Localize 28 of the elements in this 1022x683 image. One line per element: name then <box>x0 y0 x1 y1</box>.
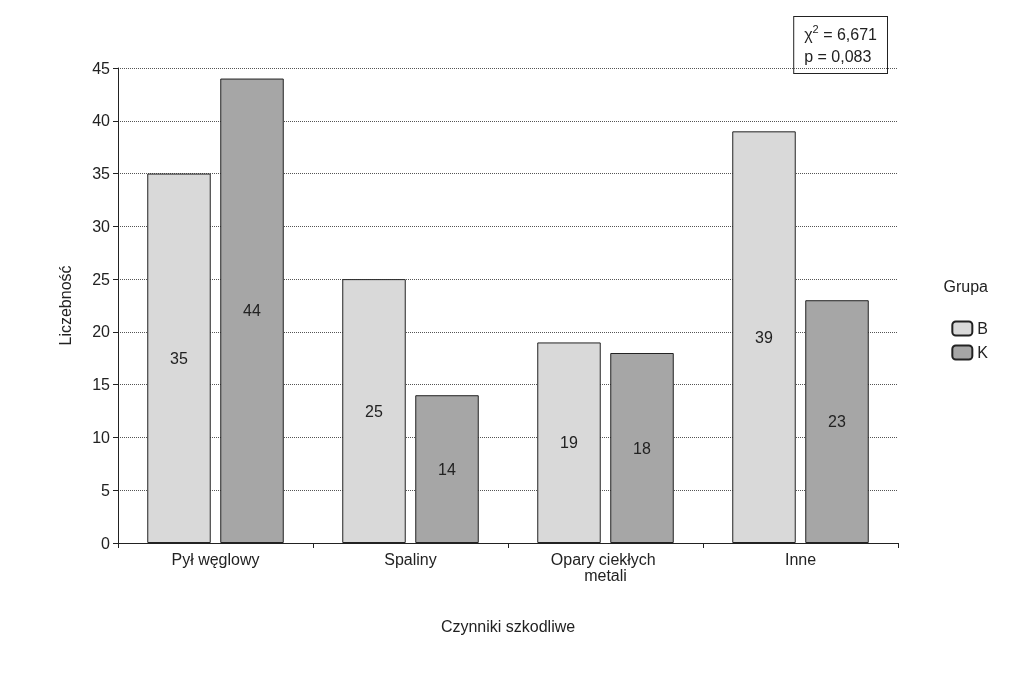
y-tick-label: 30 <box>92 217 111 235</box>
y-tick-label: 35 <box>92 165 111 183</box>
data-label: 44 <box>243 302 262 320</box>
x-tick-label: Opary ciekłych metali <box>550 550 661 584</box>
data-label: 19 <box>560 434 578 452</box>
legend-label: B <box>977 320 988 337</box>
data-label: 39 <box>755 328 773 346</box>
data-label: 18 <box>633 439 652 457</box>
y-tick-label: 20 <box>92 323 111 341</box>
y-tick-label: 40 <box>92 112 111 130</box>
data-label: 14 <box>438 460 457 478</box>
legend-title: Grupa <box>943 277 989 295</box>
data-label: 35 <box>170 349 188 367</box>
x-tick-label: Spaliny <box>384 550 437 568</box>
x-tick-label: Pył węglowy <box>171 550 260 568</box>
y-tick-label: 15 <box>92 376 111 394</box>
y-axis-title: Liczebność <box>56 265 74 346</box>
x-tick-label: Inne <box>784 550 817 568</box>
x-axis-title: Czynniki szkodliwe <box>440 617 576 635</box>
y-tick-label: 45 <box>92 59 111 77</box>
data-label: 23 <box>828 413 847 431</box>
y-tick-label: 0 <box>101 534 111 552</box>
y-tick-label: 10 <box>92 428 111 446</box>
data-label: 25 <box>365 402 383 420</box>
text: p = 0,083 <box>804 47 872 65</box>
y-tick-label: 25 <box>92 270 111 288</box>
y-tick-label: 5 <box>101 481 111 499</box>
legend-label: K <box>977 344 989 361</box>
